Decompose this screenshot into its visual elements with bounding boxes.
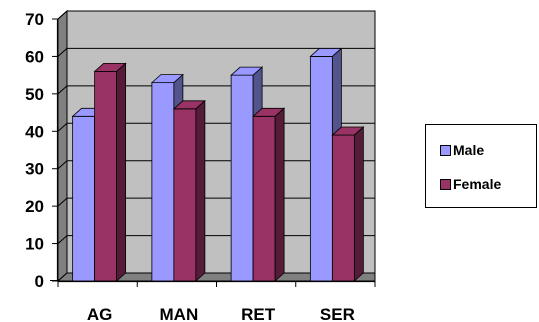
legend-label-male: Male (453, 142, 485, 158)
gridline-diag (57, 122, 68, 132)
bar-female-man (172, 99, 206, 282)
y-tick-label-30: 30 (25, 160, 44, 179)
y-tick-label-10: 10 (25, 235, 44, 254)
x-tick-label-ag: AG (87, 305, 113, 322)
y-axis-ticks: 0 10 20 30 40 50 60 70 (25, 10, 58, 291)
y-tick-label-60: 60 (25, 47, 44, 66)
x-tick-label-ser: SER (320, 305, 355, 322)
y-tick-label-40: 40 (25, 122, 44, 141)
bars (71, 47, 365, 282)
y-tick-label-70: 70 (25, 10, 44, 29)
gridline-diag (57, 48, 68, 57)
legend-swatch-male (440, 144, 451, 156)
legend-item-male: Male (440, 142, 484, 158)
side-wall (57, 9, 68, 283)
bar-female-ret (252, 107, 286, 282)
gridline-diag (57, 197, 68, 207)
bar-female-ser (331, 126, 365, 282)
bar-female-ag (93, 62, 127, 282)
legend-swatch-female (440, 178, 451, 190)
y-tick-label-0: 0 (35, 272, 44, 291)
y-tick-label-50: 50 (25, 85, 44, 104)
x-tick-label-ret: RET (241, 305, 276, 322)
y-tick-label-20: 20 (25, 197, 44, 216)
legend: Male Female (425, 124, 537, 208)
gridline-diag (57, 10, 68, 20)
legend-item-female: Female (440, 176, 501, 192)
gridline-diag (57, 160, 68, 170)
legend-label-female: Female (453, 176, 502, 192)
gridline-diag (57, 85, 68, 95)
gridline-diag (57, 235, 68, 244)
x-tick-label-man: MAN (160, 305, 199, 322)
x-axis-ticks: AG MAN RET SER (57, 281, 376, 322)
